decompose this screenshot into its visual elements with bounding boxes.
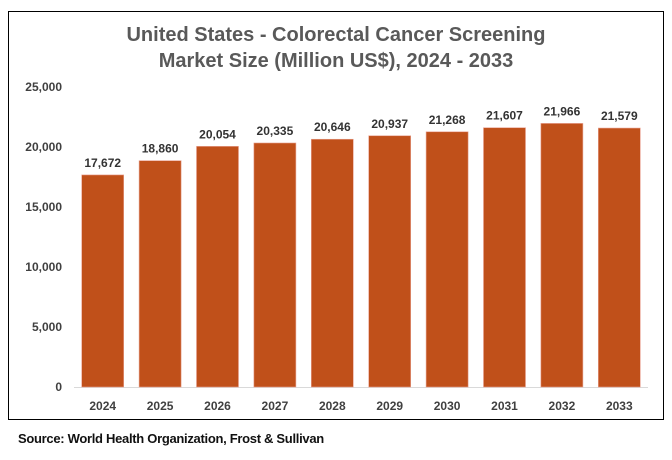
x-tick-label-2024: 2024	[89, 399, 116, 413]
y-tick-label: 15,000	[25, 200, 62, 214]
x-tick-label-2028: 2028	[319, 399, 346, 413]
x-tick-label-2030: 2030	[434, 399, 461, 413]
data-label-2030: 21,268	[429, 113, 466, 127]
x-tick-label-2026: 2026	[204, 399, 231, 413]
data-label-2026: 20,054	[199, 127, 236, 141]
chart-title: United States - Colorectal Cancer Screen…	[0, 22, 672, 74]
y-tick-label: 25,000	[25, 80, 62, 94]
x-tick-label-2032: 2032	[549, 399, 576, 413]
bar-2032	[540, 123, 584, 388]
y-tick-label: 5,000	[32, 320, 62, 334]
bar-2027	[253, 142, 297, 388]
data-label-2029: 20,937	[371, 117, 408, 131]
y-tick-label: 10,000	[25, 260, 62, 274]
chart-frame	[8, 11, 664, 420]
bar-2026	[196, 146, 239, 388]
bar-2033	[597, 127, 641, 388]
data-label-2032: 21,966	[544, 104, 581, 118]
bar-2028	[310, 138, 354, 388]
data-label-2027: 20,335	[257, 124, 294, 138]
y-tick-label: 0	[55, 380, 62, 394]
bar-2024	[81, 174, 124, 388]
chart-title-line-1: United States - Colorectal Cancer Screen…	[126, 24, 546, 46]
data-label-2025: 18,860	[142, 142, 179, 156]
data-label-2028: 20,646	[314, 120, 351, 134]
data-label-2031: 21,607	[486, 109, 523, 123]
x-tick-label-2029: 2029	[376, 399, 403, 413]
bar-2025	[138, 160, 182, 388]
bar-2029	[368, 135, 412, 388]
x-tick-label-2025: 2025	[147, 399, 174, 413]
x-tick-label-2033: 2033	[606, 399, 633, 413]
y-tick-label: 20,000	[25, 140, 62, 154]
chart-title-line-2: Market Size (Million US$), 2024 - 2033	[158, 50, 514, 72]
source-note: Source: World Health Organization, Frost…	[18, 431, 324, 446]
data-label-2024: 17,672	[84, 156, 121, 170]
bar-2030	[425, 131, 469, 388]
data-label-2033: 21,579	[601, 109, 638, 123]
x-tick-label-2027: 2027	[262, 399, 289, 413]
bar-2031	[483, 127, 526, 388]
x-tick-label-2031: 2031	[491, 399, 518, 413]
